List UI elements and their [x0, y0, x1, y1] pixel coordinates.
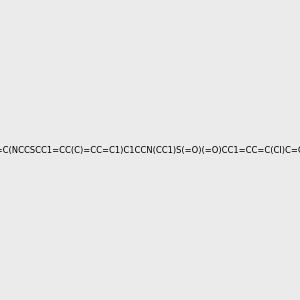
Text: O=C(NCCSCC1=CC(C)=CC=C1)C1CCN(CC1)S(=O)(=O)CC1=CC=C(Cl)C=C1: O=C(NCCSCC1=CC(C)=CC=C1)C1CCN(CC1)S(=O)(…: [0, 146, 300, 154]
